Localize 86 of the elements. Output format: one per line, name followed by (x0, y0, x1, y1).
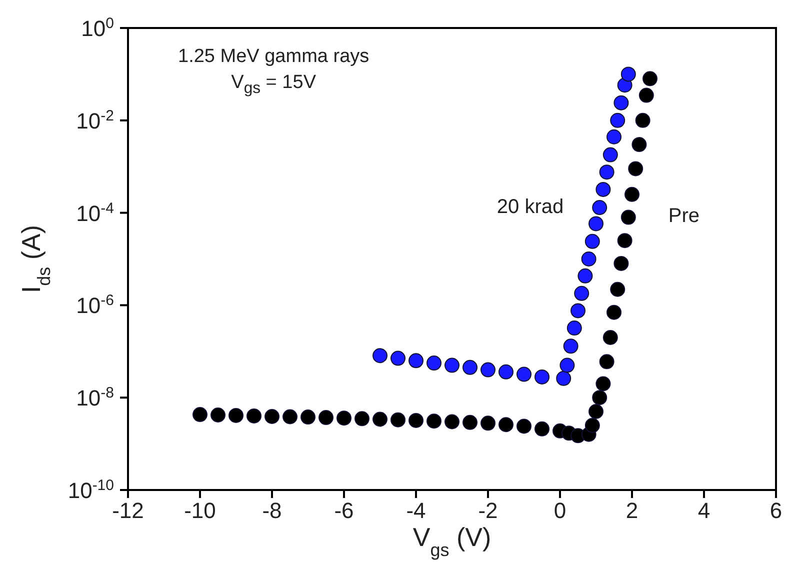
point (632, 137, 647, 152)
point (354, 411, 370, 426)
point (628, 161, 644, 176)
point (264, 408, 280, 424)
point (596, 376, 611, 392)
point (570, 303, 586, 318)
point (638, 88, 654, 103)
x-tick-label: 6 (770, 498, 782, 523)
y-tick-label: 10$^{-6}$ (76, 292, 114, 318)
point (620, 66, 636, 82)
point (246, 408, 262, 424)
point (614, 95, 629, 110)
point (192, 407, 208, 422)
series-label: 20 krad (496, 196, 564, 219)
point (498, 417, 514, 432)
point (606, 304, 622, 320)
point (462, 414, 478, 430)
point (516, 366, 532, 382)
point (596, 182, 611, 197)
x-tick-label: -8 (262, 498, 282, 523)
point (563, 338, 578, 354)
y-tick-label: 10$^{-2}$ (76, 106, 114, 134)
point (534, 421, 550, 436)
point (444, 358, 460, 373)
point (210, 408, 226, 423)
point (408, 412, 424, 428)
point (556, 370, 572, 386)
x-tick-label: -4 (406, 498, 426, 523)
point (614, 256, 629, 271)
y-tick-label: 10$^{0}$ (81, 14, 114, 41)
point (592, 390, 608, 406)
x-axis-title: V$_{gs}$ (V) (412, 522, 492, 560)
point (624, 186, 640, 202)
point (584, 418, 600, 433)
point (480, 362, 496, 378)
point (282, 409, 298, 424)
point (602, 330, 618, 345)
point (300, 410, 316, 425)
point (620, 210, 636, 225)
point (318, 410, 334, 426)
point (462, 360, 478, 375)
point (480, 416, 496, 431)
x-tick-label: -12 (112, 498, 144, 523)
point (228, 408, 244, 423)
y-tick-label: 10$^{-10}$ (68, 476, 114, 503)
point (390, 350, 406, 366)
point (498, 364, 514, 380)
point (534, 369, 550, 384)
point (516, 418, 532, 434)
x-tick-label: -6 (334, 498, 354, 523)
x-tick-label: 0 (554, 498, 566, 523)
point (566, 320, 582, 336)
series-label: Pre (668, 205, 700, 228)
x-tick-label: -2 (478, 498, 498, 523)
point (599, 164, 614, 180)
point (610, 112, 626, 128)
point (635, 112, 650, 128)
point (599, 354, 614, 370)
point (602, 147, 618, 162)
point (336, 410, 352, 426)
point (408, 353, 424, 368)
x-tick-label: -10 (184, 498, 216, 523)
point (372, 412, 388, 427)
y-tick-label: 10$^{-8}$ (76, 384, 114, 411)
point (581, 252, 596, 266)
point (426, 414, 442, 429)
point (592, 200, 608, 216)
point (588, 404, 604, 420)
annotation: V$_{gs}$ = 15V (231, 72, 316, 97)
y-tick-label: 10$^{-4}$ (76, 199, 114, 226)
point (588, 216, 604, 232)
annotation: 1.25 MeV gamma rays (178, 46, 370, 67)
point (444, 414, 460, 430)
point (584, 234, 600, 249)
point (642, 71, 658, 86)
point (606, 129, 622, 144)
x-tick-label: 4 (698, 498, 710, 523)
point (617, 233, 632, 248)
point (578, 268, 593, 284)
point (390, 412, 406, 428)
point (560, 358, 575, 373)
point (610, 282, 626, 297)
point (574, 286, 590, 301)
point (372, 348, 388, 364)
point (426, 356, 442, 371)
x-tick-label: 2 (626, 498, 638, 523)
